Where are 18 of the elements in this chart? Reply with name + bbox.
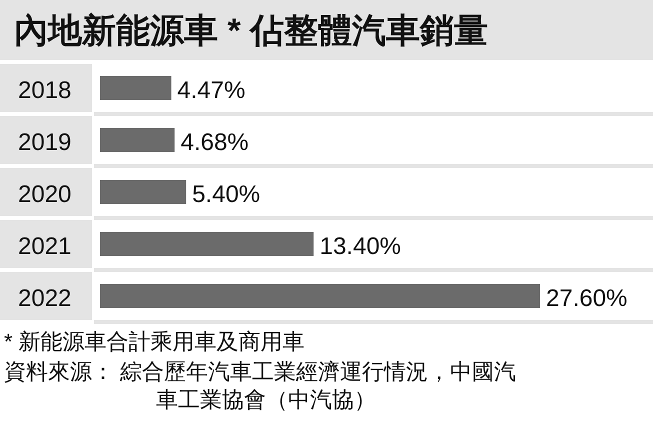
data-label: 4.47% xyxy=(177,77,246,104)
bar xyxy=(100,284,540,308)
y-tick-label: 2020 xyxy=(18,181,72,208)
chart-title: 內地新能源車 * 佔整體汽車銷量 xyxy=(14,12,488,50)
text: * 新能源車合計乘用車及商用車 xyxy=(4,328,306,356)
y-tick-label: 2019 xyxy=(18,129,72,156)
data-label: 4.68% xyxy=(180,129,249,156)
y-tick-label: 2018 xyxy=(18,77,72,104)
data-label: 27.60% xyxy=(546,285,628,312)
y-tick-label: 2022 xyxy=(18,285,72,312)
source-note: 資料來源： 綜合歷年汽車工業經濟運行情況，中國汽車工業協會（中汽協） xyxy=(4,358,518,414)
data-label: 5.40% xyxy=(192,181,260,208)
bar xyxy=(100,128,175,152)
bar xyxy=(100,232,314,256)
y-tick-label: 2021 xyxy=(18,233,72,260)
data-label: 13.40% xyxy=(320,233,402,260)
bar xyxy=(100,76,172,100)
bar xyxy=(100,180,186,204)
